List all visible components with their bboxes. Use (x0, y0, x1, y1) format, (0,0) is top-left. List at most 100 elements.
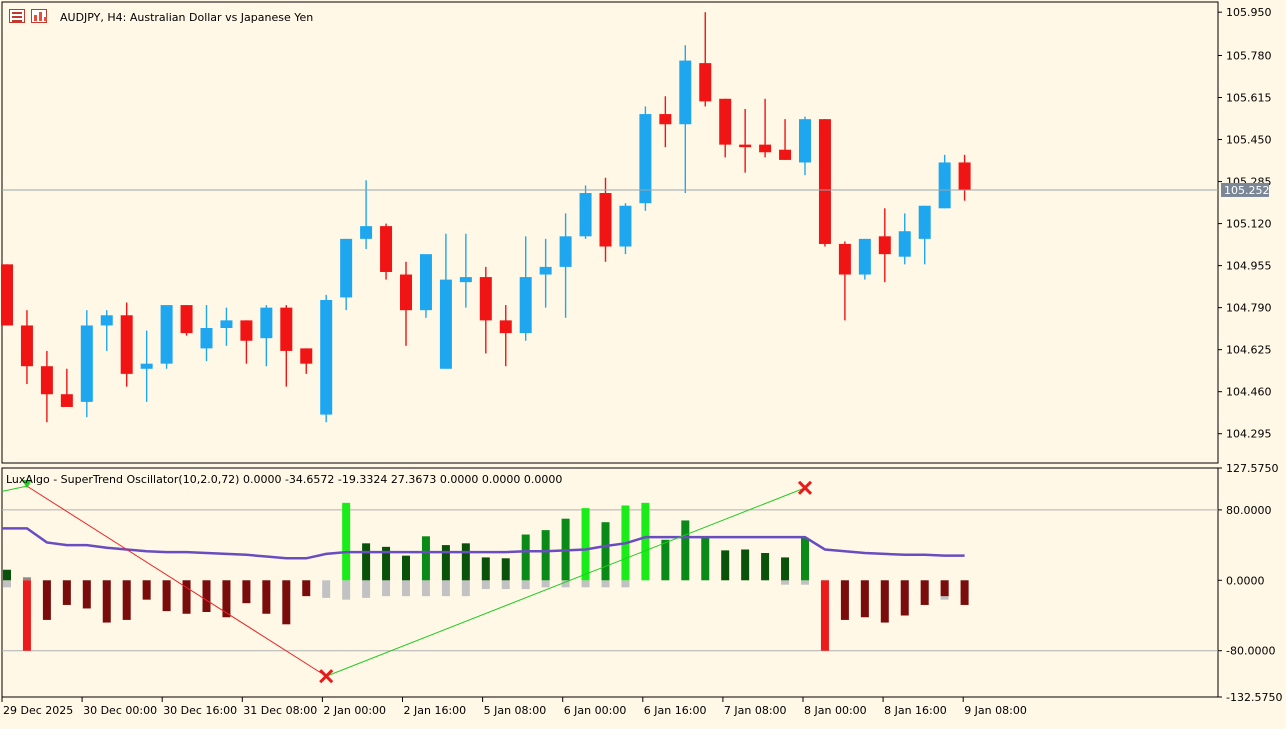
indicator-frame (1, 467, 1219, 698)
time-axis-label: 6 Jan 16:00 (644, 704, 707, 717)
osc-bear-bar (940, 580, 949, 597)
osc-gray-bar (621, 580, 630, 588)
osc-bear-bar (880, 580, 889, 623)
candle-bear (759, 144, 772, 153)
osc-gray-bar (342, 580, 351, 600)
candle-bear (818, 119, 831, 244)
candle-bull (799, 119, 811, 163)
osc-gray-bar (402, 580, 410, 597)
candle-bear (400, 274, 412, 311)
price-axis-label: 105.120 (1226, 218, 1272, 231)
cross-signal-stroke (797, 480, 813, 495)
osc-bull-bar (641, 502, 650, 581)
candle-bear (1, 264, 13, 326)
time-axis-label: 30 Dec 00:00 (83, 704, 157, 717)
cross-signal-icon (319, 669, 334, 684)
chart-title: AUDJPY, H4: Australian Dollar vs Japanes… (60, 11, 313, 24)
osc-gray-bar (382, 580, 391, 597)
price-axis-label: 105.950 (1226, 6, 1272, 19)
candle-bull (419, 254, 432, 311)
signal-line (1, 485, 28, 492)
osc-bull-bar (661, 539, 670, 581)
candle-bear (838, 243, 851, 275)
osc-bull-bar (801, 538, 809, 581)
candle-bear (120, 315, 133, 374)
current-price-tag-bg (1221, 182, 1269, 197)
osc-bull-bar (681, 520, 690, 581)
buy-signal-icon (21, 480, 32, 489)
price-axis-label: 104.955 (1226, 260, 1272, 273)
osc-bull-bar (362, 543, 371, 581)
osc-bull-bar (3, 569, 11, 581)
candle-bear (659, 114, 672, 125)
candle-bull (679, 60, 692, 125)
osc-bear-bar (202, 580, 211, 612)
osc-bull-bar (541, 530, 550, 581)
osc-gray-bar (561, 580, 570, 588)
osc-bull-bar (761, 553, 770, 581)
signal-line (26, 485, 327, 677)
osc-bull-bar (521, 534, 530, 581)
osc-gray-bar (601, 580, 610, 588)
chart-type-icon[interactable] (31, 9, 47, 23)
osc-bull-bar (501, 558, 510, 581)
candle-bull (918, 205, 931, 239)
osc-bear-bar (242, 580, 251, 604)
candle-bear (699, 63, 712, 102)
osc-gray-bar (362, 580, 371, 598)
time-axis-label: 8 Jan 16:00 (884, 704, 947, 717)
candle-bull (519, 277, 532, 334)
candle-bull (80, 325, 93, 402)
osc-bull-bar (402, 555, 410, 581)
candle-bear (60, 394, 73, 407)
osc-bear-bar (840, 580, 849, 620)
candle-bull (320, 299, 333, 415)
time-axis-label: 7 Jan 08:00 (724, 704, 787, 717)
osc-bull-bar (421, 536, 430, 581)
candle-bear (739, 144, 752, 148)
time-axis-label: 30 Dec 16:00 (163, 704, 237, 717)
osc-gray-bar (521, 580, 530, 590)
osc-bear-bar (920, 580, 929, 605)
indicator-axis-label: -80.0000 (1226, 645, 1275, 658)
time-axis-label: 8 Jan 00:00 (804, 704, 867, 717)
price-axis-label: 104.625 (1226, 344, 1272, 357)
osc-bear-bar (82, 580, 91, 609)
candle-bear (479, 277, 492, 321)
candle-bull (100, 315, 113, 326)
osc-gray-bar (501, 580, 510, 590)
osc-gray-bar (801, 580, 809, 585)
osc-gray-bar (481, 580, 490, 590)
candle-bull (938, 162, 951, 209)
indicator-axis-label: 127.5750 (1226, 462, 1279, 475)
osc-bear-bar (960, 580, 969, 605)
candle-bear (280, 307, 293, 351)
osc-gray-bar (441, 580, 450, 597)
candle-bull (639, 114, 652, 204)
candle-bear (40, 366, 53, 395)
cross-signal-icon (797, 480, 813, 495)
candle-bear (779, 149, 792, 160)
current-price-tag: 105.252 (1224, 184, 1270, 197)
candle-bull (579, 193, 592, 237)
candle-bear (958, 162, 971, 191)
candle-bear (180, 305, 193, 334)
time-axis-label: 6 Jan 00:00 (564, 704, 627, 717)
cross-signal-stroke (319, 669, 334, 684)
main-chart-frame (1, 1, 1219, 464)
osc-bear-bar (42, 580, 51, 620)
symbol-list-icon[interactable] (9, 9, 25, 23)
candle-bear (20, 325, 33, 367)
candle-bull (539, 266, 552, 275)
osc-bear-bar (222, 580, 231, 618)
osc-bear-bar (62, 580, 71, 605)
candle-bull (340, 238, 353, 298)
candle-bull (858, 238, 871, 275)
supertrend-line (2, 527, 965, 560)
osc-bull-bar (461, 543, 470, 581)
osc-bear-bar (900, 580, 909, 616)
time-axis-label: 31 Dec 08:00 (243, 704, 317, 717)
osc-bear-bar (302, 580, 311, 597)
